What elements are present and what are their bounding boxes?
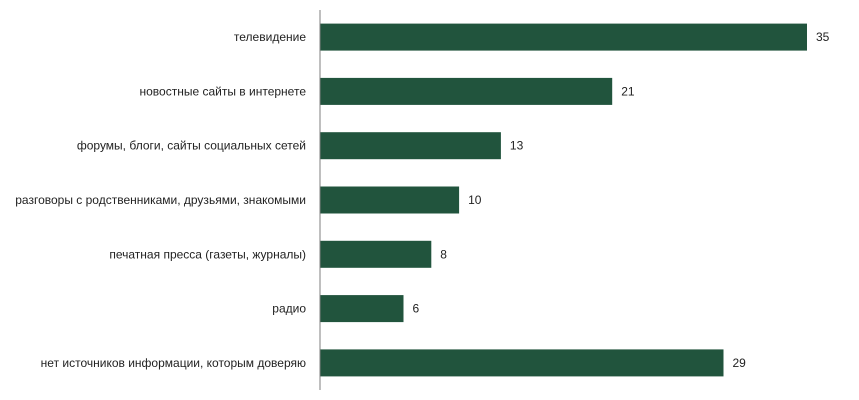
category-labels-group: телевидение новостные сайты в интернете фо…: [15, 30, 306, 370]
bar: [320, 186, 460, 214]
category-label: телевидение: [234, 30, 306, 44]
category-label: разговоры с родственниками, друзьями, зн…: [15, 193, 306, 207]
value-label: 8: [440, 247, 447, 261]
category-label: новостные сайты в интернете: [140, 84, 307, 98]
value-label: 10: [468, 193, 482, 207]
bar: [320, 240, 432, 268]
value-label: 13: [510, 139, 524, 153]
value-labels-group: 35 21 13 10 8 6 29: [413, 30, 830, 370]
bar: [320, 23, 807, 51]
bar: [320, 295, 404, 323]
value-label: 29: [733, 356, 747, 370]
value-label: 35: [816, 30, 830, 44]
bar: [320, 349, 724, 377]
category-label: нет источников информации, которым довер…: [41, 356, 306, 370]
category-label: печатная пресса (газеты, журналы): [109, 247, 306, 261]
category-label: радио: [272, 302, 306, 316]
value-label: 6: [413, 302, 420, 316]
category-label: форумы, блоги, сайты социальных сетей: [77, 139, 306, 153]
value-label: 21: [621, 84, 635, 98]
bar: [320, 77, 613, 105]
bar: [320, 132, 501, 160]
bars-group: [320, 23, 807, 377]
